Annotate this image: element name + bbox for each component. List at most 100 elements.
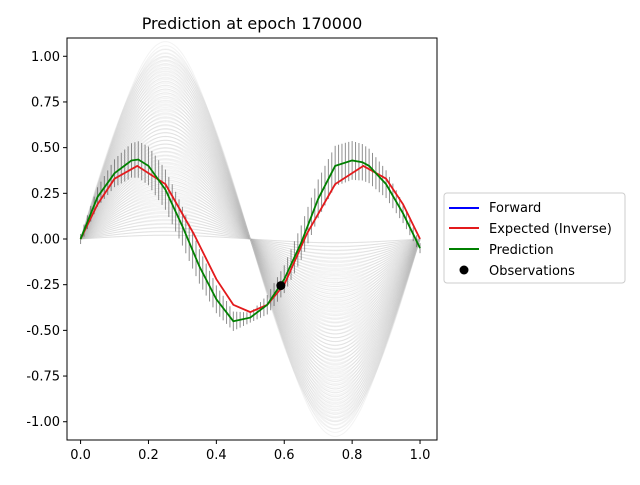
background-curve	[80, 63, 421, 415]
background-curve	[80, 181, 421, 297]
background-curve	[80, 88, 421, 390]
background-curve	[80, 125, 421, 353]
background-curve	[80, 192, 421, 286]
background-curve	[80, 75, 421, 403]
background-curve	[80, 132, 421, 346]
y-tick-label: 0.00	[31, 233, 60, 248]
y-tick-label: 1.00	[31, 50, 60, 65]
background-curve	[80, 191, 421, 287]
background-curve	[80, 110, 421, 368]
background-curve	[80, 80, 421, 398]
background-curve	[80, 215, 421, 263]
background-curve	[80, 96, 421, 382]
background-curve	[80, 223, 421, 255]
background-curve	[80, 74, 421, 404]
background-curve	[80, 151, 421, 327]
background-curve	[80, 109, 421, 369]
background-curve	[80, 82, 421, 396]
background-curve	[80, 209, 421, 269]
background-curve	[80, 131, 421, 347]
background-curve	[80, 200, 421, 278]
chart-title: Prediction at epoch 170000	[142, 14, 363, 33]
background-curve	[80, 85, 421, 393]
background-curve	[80, 70, 421, 408]
background-curve	[80, 56, 421, 422]
legend-box	[443, 192, 626, 284]
background-curve	[80, 116, 421, 362]
background-curve	[80, 190, 421, 288]
background-curve	[80, 187, 421, 291]
background-curve	[80, 100, 421, 378]
background-curve	[80, 127, 421, 351]
background-curve	[80, 128, 421, 350]
background-curve	[80, 59, 421, 419]
background-curve	[80, 128, 421, 350]
background-curve	[80, 92, 421, 386]
background-curve	[80, 199, 421, 279]
background-curve	[80, 81, 421, 397]
background-curve	[80, 124, 421, 354]
background-curve	[80, 45, 421, 433]
background-curve	[80, 172, 421, 306]
background-curve	[80, 139, 421, 339]
background-curve	[80, 194, 421, 284]
background-curve	[80, 92, 421, 386]
background-curve	[80, 41, 421, 437]
background-curve	[80, 77, 421, 401]
background-curve	[80, 68, 421, 410]
background-curve	[80, 226, 421, 252]
background-curve	[80, 99, 421, 379]
background-curve	[80, 55, 421, 423]
background-curve	[80, 117, 421, 361]
background-curve	[80, 230, 421, 248]
background-curve	[80, 147, 421, 331]
background-curve	[80, 210, 421, 268]
y-tick-label: -0.50	[26, 324, 60, 339]
background-curve	[80, 154, 421, 324]
background-curve	[80, 230, 421, 248]
background-curve	[80, 106, 421, 372]
background-curve	[80, 121, 421, 357]
background-curve	[80, 71, 421, 407]
background-curve	[80, 219, 421, 259]
background-curve	[80, 72, 421, 406]
background-curve	[80, 150, 421, 328]
background-curve	[80, 163, 421, 315]
background-curve	[80, 227, 421, 251]
background-curve	[80, 234, 421, 244]
background-curve	[80, 132, 421, 346]
background-curve	[80, 206, 421, 272]
background-curve	[80, 159, 421, 319]
background-curve	[80, 86, 421, 392]
background-curve	[80, 64, 421, 414]
background-curve	[80, 218, 421, 260]
background-curve	[80, 177, 421, 301]
background-curve	[80, 187, 421, 291]
x-tick-label: 0.0	[70, 448, 91, 463]
background-curve	[80, 189, 421, 289]
background-curve	[80, 60, 421, 418]
background-curve	[80, 175, 421, 303]
background-curve	[80, 183, 421, 295]
background-curve	[80, 169, 421, 309]
background-curve	[80, 167, 421, 311]
observation-point	[276, 281, 286, 291]
y-tick-label: 0.25	[31, 187, 60, 202]
background-curve	[80, 135, 421, 343]
background-curve	[80, 124, 421, 354]
background-curve	[80, 212, 421, 266]
background-curve	[80, 162, 421, 316]
background-curve	[80, 231, 421, 247]
background-curve	[80, 94, 421, 384]
background-curve	[80, 143, 421, 335]
background-curve	[80, 49, 421, 429]
background-curve	[80, 211, 421, 267]
background-curve	[80, 166, 421, 312]
background-curve	[80, 201, 421, 277]
background-curve	[80, 48, 421, 430]
legend-observations-label: Observations	[489, 264, 575, 279]
background-curve	[80, 135, 421, 343]
background-curve	[80, 139, 421, 339]
background-curve	[80, 161, 421, 317]
